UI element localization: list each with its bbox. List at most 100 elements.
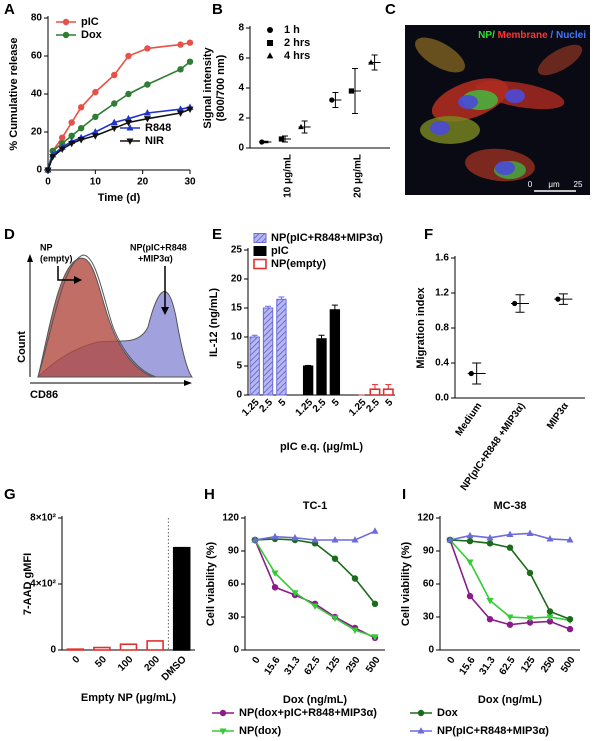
marker bbox=[267, 40, 273, 46]
x-tick-label: DMSO bbox=[160, 654, 189, 683]
marker bbox=[271, 584, 279, 591]
legend-label: 4 hrs bbox=[284, 50, 310, 62]
marker bbox=[371, 527, 379, 534]
marker bbox=[77, 104, 85, 111]
marker bbox=[177, 105, 185, 112]
marker bbox=[91, 128, 99, 135]
legend-swatch bbox=[253, 233, 267, 243]
y-tick-label: 8 bbox=[238, 23, 244, 34]
nucleus bbox=[430, 121, 450, 135]
marker bbox=[566, 625, 574, 633]
marker bbox=[144, 81, 151, 88]
y-tick-label: 80 bbox=[31, 13, 43, 24]
marker bbox=[110, 118, 118, 126]
x-tick-label: 125 bbox=[324, 655, 343, 675]
marker bbox=[546, 535, 554, 542]
marker bbox=[177, 66, 184, 73]
marker bbox=[267, 27, 273, 33]
marker bbox=[486, 540, 494, 547]
x-axis-label: pIC e.q. (μg/mL) bbox=[280, 441, 363, 453]
marker bbox=[311, 536, 319, 543]
marker bbox=[486, 597, 494, 605]
marker bbox=[259, 139, 265, 145]
annotation-arrow-head bbox=[161, 307, 169, 315]
marker bbox=[555, 296, 561, 302]
marker bbox=[68, 140, 76, 148]
marker bbox=[126, 138, 134, 145]
x-tick-label: 0 bbox=[250, 655, 262, 666]
marker bbox=[526, 569, 534, 577]
y-axis-label: IL-12 (ng/mL) bbox=[208, 288, 220, 357]
y-tick-label: 120 bbox=[222, 513, 239, 524]
x-tick-label: 125 bbox=[519, 655, 538, 675]
panel-label: E bbox=[212, 226, 222, 243]
annotation: +MIP3α) bbox=[138, 253, 173, 263]
marker bbox=[143, 109, 151, 116]
series-line bbox=[47, 61, 191, 171]
y-tick-label: 0.0 bbox=[435, 393, 449, 404]
bar bbox=[369, 388, 381, 396]
marker bbox=[291, 533, 299, 541]
x-tick-label: 20 μg/mL bbox=[353, 154, 364, 198]
marker bbox=[417, 709, 425, 717]
marker bbox=[526, 615, 534, 622]
x-tick-label: 500 bbox=[364, 655, 383, 675]
y-tick-label: 0 bbox=[236, 390, 242, 401]
legend-swatch bbox=[253, 258, 267, 270]
panel-label: C bbox=[385, 1, 396, 18]
marker bbox=[278, 136, 284, 142]
y-tick-label: 60 bbox=[423, 579, 435, 590]
bar bbox=[329, 309, 341, 396]
marker bbox=[351, 536, 359, 543]
marker bbox=[331, 536, 339, 543]
annotation-arrow bbox=[57, 266, 76, 281]
bar bbox=[172, 546, 191, 651]
marker bbox=[486, 533, 494, 541]
panel-label: A bbox=[4, 1, 15, 18]
marker bbox=[566, 536, 574, 543]
marker bbox=[486, 616, 494, 623]
marker bbox=[44, 167, 52, 174]
cell bbox=[537, 44, 583, 76]
panel-label: G bbox=[4, 486, 16, 503]
x-tick-label: 15.6 bbox=[262, 655, 282, 678]
x-tick-label: 2.5 bbox=[364, 397, 382, 415]
x-tick-label: 0 bbox=[45, 177, 51, 188]
marker bbox=[506, 614, 514, 621]
y-axis-label: (800/700 nm) bbox=[215, 54, 227, 121]
y-axis-label: Signal intensity bbox=[202, 46, 214, 128]
y-tick-label: 4×10² bbox=[30, 579, 57, 590]
y-arrow-head bbox=[27, 254, 33, 262]
marker bbox=[311, 603, 319, 610]
marker bbox=[92, 113, 99, 121]
x-tick-label: 2.5 bbox=[311, 397, 329, 415]
marker bbox=[111, 71, 118, 79]
y-tick-label: 40 bbox=[31, 89, 43, 100]
y-tick-label: 20 bbox=[231, 274, 243, 285]
y-axis-label: % Cumulative release bbox=[8, 37, 20, 150]
x-tick-label: 5 bbox=[330, 397, 342, 409]
legend-label: NP(pIC+R848+MIP3α) bbox=[437, 725, 549, 737]
marker bbox=[331, 555, 339, 562]
x-tick-label: 62.5 bbox=[497, 655, 517, 678]
marker bbox=[298, 123, 304, 130]
x-tick-label: 200 bbox=[143, 654, 163, 674]
x-tick-label: 500 bbox=[559, 655, 578, 675]
x-tick-label: Medium bbox=[454, 401, 485, 438]
marker bbox=[466, 537, 474, 545]
y-axis-label: 7-AAD gMFI bbox=[22, 553, 34, 615]
marker bbox=[468, 370, 474, 377]
bar bbox=[382, 388, 394, 396]
y-tick-label: 4 bbox=[238, 83, 244, 94]
marker bbox=[68, 132, 75, 139]
y-tick-label: 1.6 bbox=[435, 253, 449, 264]
x-axis-label: CD86 bbox=[30, 389, 58, 401]
marker bbox=[511, 300, 518, 307]
marker bbox=[111, 100, 118, 107]
cell bbox=[415, 37, 465, 73]
y-tick-label: 90 bbox=[228, 546, 240, 557]
y-tick-label: 1.2 bbox=[435, 288, 449, 299]
chart-title: TC-1 bbox=[303, 500, 327, 512]
y-tick-label: 0 bbox=[36, 165, 42, 176]
